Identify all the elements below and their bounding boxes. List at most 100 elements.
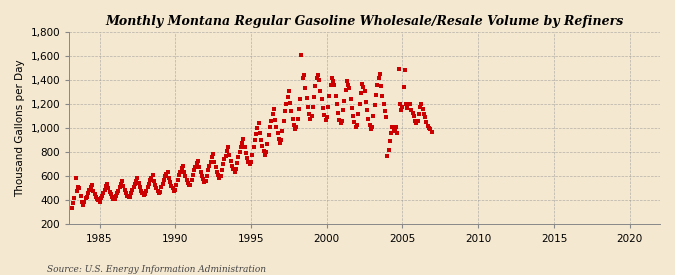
Point [198, 177, 209, 182]
Point [176, 166, 187, 170]
Point [102, 181, 113, 186]
Point [221, 149, 232, 153]
Point [157, 181, 168, 186]
Point [424, 126, 435, 130]
Point [416, 102, 427, 106]
Point [218, 162, 229, 166]
Point [118, 184, 129, 188]
Point [273, 137, 284, 141]
Point [377, 94, 387, 98]
Point [348, 114, 358, 118]
Point [144, 178, 155, 182]
Point [314, 78, 325, 82]
Point [375, 84, 386, 88]
Point [178, 163, 188, 168]
Point [266, 119, 277, 123]
Point [66, 205, 77, 210]
Point [86, 183, 97, 187]
Point [387, 125, 398, 129]
Point [324, 94, 335, 98]
Point [137, 191, 148, 195]
Point [290, 127, 300, 132]
Point [196, 174, 207, 178]
Point [310, 84, 321, 88]
Point [95, 196, 106, 200]
Point [385, 139, 396, 144]
Point [124, 195, 134, 199]
Point [378, 102, 389, 106]
Point [70, 175, 81, 180]
Point [189, 168, 200, 172]
Point [98, 191, 109, 195]
Point [78, 203, 88, 207]
Point [134, 185, 145, 189]
Point [214, 175, 225, 180]
Point [209, 160, 220, 164]
Point [227, 163, 238, 168]
Point [330, 94, 341, 98]
Point [190, 164, 200, 169]
Point [301, 96, 312, 100]
Point [354, 102, 365, 106]
Point [346, 97, 356, 101]
Point [298, 75, 308, 80]
Point [238, 137, 249, 141]
Point [228, 167, 239, 171]
Point [369, 103, 380, 108]
Point [184, 183, 194, 188]
Point [211, 169, 222, 174]
Point [230, 167, 241, 171]
Point [420, 115, 431, 120]
Point [406, 108, 416, 112]
Point [258, 149, 269, 153]
Point [315, 89, 326, 93]
Point [404, 102, 415, 106]
Point [150, 183, 161, 187]
Point [124, 195, 135, 199]
Point [117, 179, 128, 183]
Point [80, 196, 91, 200]
Point [263, 133, 274, 138]
Point [271, 125, 281, 129]
Point [136, 189, 146, 193]
Point [181, 178, 192, 182]
Point [394, 102, 405, 106]
Point [69, 196, 80, 200]
Point [153, 191, 164, 195]
Point [90, 195, 101, 199]
Point [119, 187, 130, 192]
Point [394, 67, 404, 72]
Point [389, 127, 400, 132]
Point [397, 104, 408, 109]
Point [298, 73, 309, 78]
Point [368, 114, 379, 118]
Point [211, 164, 221, 169]
Point [277, 128, 288, 133]
Point [362, 108, 373, 112]
Point [167, 186, 178, 191]
Point [147, 173, 158, 177]
Point [350, 125, 361, 129]
Point [294, 107, 304, 111]
Point [382, 154, 393, 158]
Y-axis label: Thousand Gallons per Day: Thousand Gallons per Day [15, 59, 25, 197]
Point [383, 148, 394, 152]
Point [182, 181, 193, 185]
Point [254, 131, 265, 135]
Point [338, 108, 348, 112]
Point [130, 181, 140, 186]
Point [305, 116, 316, 121]
Point [207, 155, 217, 159]
Point [170, 187, 181, 192]
Point [313, 73, 323, 78]
Point [364, 122, 375, 127]
Point [286, 109, 297, 114]
Point [234, 150, 245, 155]
Point [88, 189, 99, 193]
Point [307, 104, 318, 109]
Point [75, 193, 86, 198]
Point [272, 131, 283, 135]
Point [265, 125, 275, 129]
Point [205, 160, 216, 164]
Point [166, 184, 177, 188]
